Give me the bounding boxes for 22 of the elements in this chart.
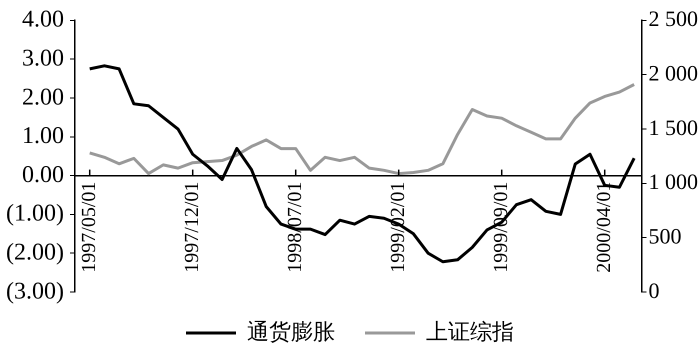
y2-tick-label: 500 (648, 223, 682, 248)
y-tick-label: 2.00 (22, 84, 64, 110)
x-tick-label: 1999/09/01 (490, 182, 512, 273)
y2-tick-label: 2 500 (648, 6, 698, 32)
x-tick-label: 1998/07/01 (284, 182, 306, 273)
y-tick-label: 3.00 (22, 45, 64, 72)
legend-label: 通货膨胀 (247, 318, 335, 344)
legend-label: 上证综指 (426, 318, 514, 344)
y2-tick-label: 0 (648, 278, 660, 303)
y-tick-label: (3.00) (6, 278, 64, 304)
y-tick-label: (1.00) (6, 200, 64, 227)
y2-tick-label: 2 000 (648, 60, 698, 86)
y2-tick-label: 1 500 (648, 114, 698, 140)
x-tick-label: 1997/12/01 (180, 182, 203, 273)
y2-tick-label: 1 000 (648, 169, 698, 194)
x-tick-label: 1999/02/01 (386, 182, 409, 273)
x-tick-label: 1997/05/01 (78, 182, 100, 273)
y-tick-label: 1.00 (22, 123, 64, 150)
y-tick-label: 4.00 (22, 6, 64, 33)
x-tick-label: 2000/04/01 (592, 182, 615, 273)
y-tick-label: (2.00) (6, 239, 64, 266)
y-tick-label: 0.00 (22, 162, 64, 188)
